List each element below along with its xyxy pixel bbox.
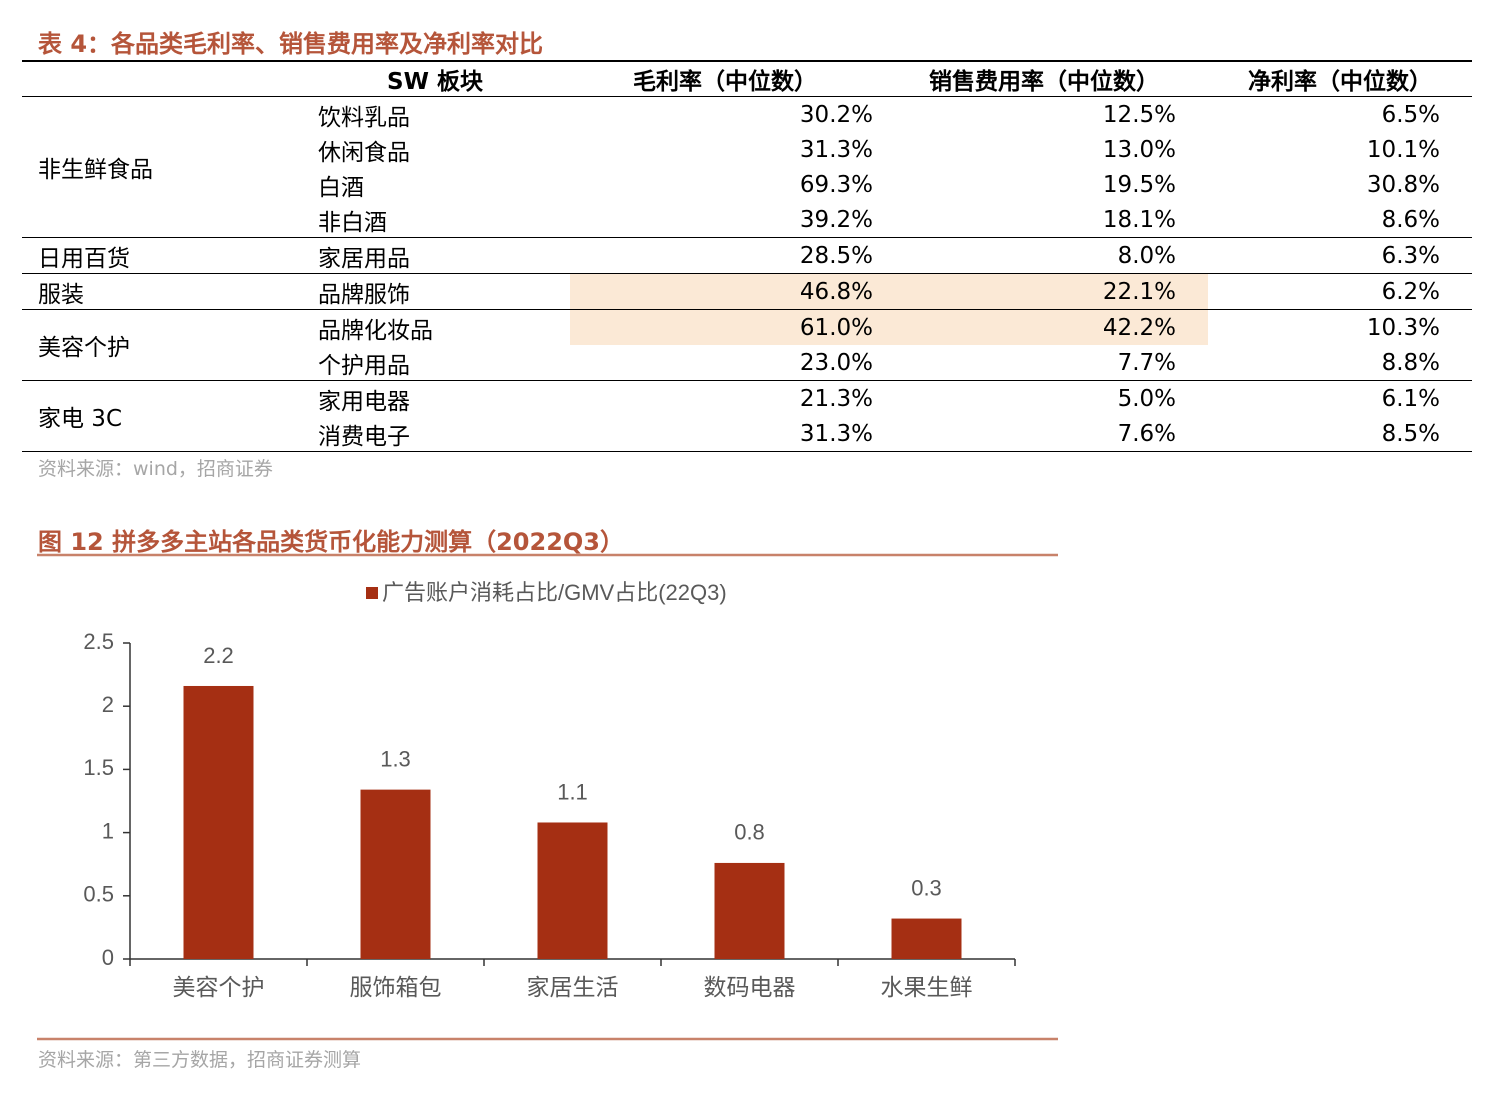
category-cell: 非白酒 bbox=[300, 202, 570, 238]
value-cell: 8.6% bbox=[1208, 202, 1472, 238]
value-cell: 39.2% bbox=[570, 202, 880, 238]
value-cell: 30.2% bbox=[799, 101, 873, 128]
value-cell: 13.0% bbox=[1102, 136, 1176, 163]
value-cell: 18.1% bbox=[880, 202, 1208, 238]
value-cell: 61.0% bbox=[570, 309, 880, 345]
value-cell: 19.5% bbox=[1102, 171, 1176, 198]
bar bbox=[360, 789, 431, 959]
value-cell: 23.0% bbox=[570, 345, 880, 381]
table-row: 非生鲜食品 饮料乳品 30.2% 12.5% 6.5% bbox=[22, 96, 1472, 238]
y-tick-label: 1 bbox=[102, 818, 114, 843]
value-cell: 7.6% bbox=[880, 416, 1208, 452]
value-cell: 30.8% bbox=[1366, 171, 1440, 198]
category-cell: 白酒 bbox=[318, 174, 364, 201]
bar bbox=[537, 822, 608, 959]
value-cell: 12.5% bbox=[1102, 101, 1176, 128]
value-cell: 10.3% bbox=[1366, 314, 1440, 341]
header-cell: 净利率（中位数） bbox=[1208, 60, 1472, 97]
group-cell: 非生鲜食品 bbox=[22, 96, 300, 238]
value-label: 0.8 bbox=[734, 820, 765, 845]
value-cell: 69.3% bbox=[799, 171, 873, 198]
value-cell: 42.2% bbox=[880, 309, 1208, 345]
table-row: 非白酒 39.2% 18.1% 8.6% bbox=[22, 202, 1472, 238]
category-cell: 饮料乳品 bbox=[318, 104, 410, 131]
value-cell: 31.3% bbox=[570, 416, 880, 452]
category-cell: 休闲食品 bbox=[318, 139, 410, 166]
value-cell: 8.8% bbox=[1208, 345, 1472, 381]
value-cell: 6.2% bbox=[1208, 273, 1472, 310]
value-cell: 22.1% bbox=[880, 273, 1208, 310]
x-tick-label: 家居生活 bbox=[527, 974, 619, 1000]
table-row: 个护用品 23.0% 7.7% 8.8% bbox=[22, 345, 1472, 381]
category-cell: 品牌化妆品 bbox=[318, 317, 433, 344]
value-cell: 28.5% bbox=[570, 237, 880, 274]
y-tick-label: 2.5 bbox=[83, 629, 114, 654]
group-cell: 日用百货 bbox=[22, 237, 300, 274]
table-row: 家电 3C 家用电器 21.3% 5.0% 6.1% bbox=[22, 380, 1472, 452]
header-cell: SW 板块 bbox=[300, 60, 570, 97]
value-label: 1.3 bbox=[380, 746, 411, 771]
table-row: 日用百货 家居用品 28.5% 8.0% 6.3% bbox=[22, 237, 1472, 274]
x-tick-label: 数码电器 bbox=[704, 974, 796, 1000]
header-cell: 毛利率（中位数） bbox=[570, 60, 880, 97]
category-cell: 家用电器 bbox=[318, 388, 410, 415]
header-cell bbox=[22, 60, 300, 97]
bar bbox=[714, 862, 785, 959]
value-cell: 8.5% bbox=[1208, 416, 1472, 452]
y-tick-label: 0 bbox=[102, 945, 114, 970]
y-tick-label: 2 bbox=[102, 692, 114, 717]
group-cell: 服装 bbox=[22, 273, 300, 310]
value-cell: 6.3% bbox=[1208, 237, 1472, 274]
y-tick-label: 0.5 bbox=[83, 882, 114, 907]
x-tick-label: 美容个护 bbox=[173, 974, 265, 1000]
bar bbox=[891, 918, 962, 959]
chart-title: 图 12 拼多多主站各品类货币化能力测算（2022Q3） bbox=[38, 528, 625, 556]
value-cell: 8.0% bbox=[880, 237, 1208, 274]
category-cell: 家居用品 bbox=[300, 237, 570, 274]
value-cell: 46.8% bbox=[570, 273, 880, 310]
chart-source: 资料来源：第三方数据，招商证券测算 bbox=[38, 1049, 362, 1071]
x-tick-label: 水果生鲜 bbox=[881, 974, 973, 1000]
value-cell: 31.3% bbox=[799, 136, 873, 163]
value-cell: 21.3% bbox=[799, 385, 873, 412]
value-cell: 6.1% bbox=[1381, 385, 1440, 412]
value-cell: 5.0% bbox=[1117, 385, 1176, 412]
value-cell: 7.7% bbox=[880, 345, 1208, 381]
group-cell: 美容个护 bbox=[22, 309, 300, 381]
legend-swatch bbox=[366, 587, 378, 599]
category-cell: 消费电子 bbox=[300, 416, 570, 452]
table-row: 美容个护 品牌化妆品 61.0% 42.2% 10.3% bbox=[22, 309, 1472, 381]
table-row: 休闲食品 31.3% 13.0% 10.1% bbox=[22, 132, 1472, 167]
header-row: SW 板块 毛利率（中位数） 销售费用率（中位数） 净利率（中位数） bbox=[22, 60, 1472, 97]
category-cell: 个护用品 bbox=[300, 345, 570, 381]
value-label: 1.1 bbox=[557, 779, 588, 804]
table-title: 表 4：各品类毛利率、销售费用率及净利率对比 bbox=[38, 30, 544, 58]
header-cell: 销售费用率（中位数） bbox=[880, 60, 1208, 97]
legend-label: 广告账户消耗占比/GMV占比(22Q3) bbox=[382, 580, 727, 605]
table-row: 白酒 69.3% 19.5% 30.8% bbox=[22, 167, 1472, 202]
table-source: 资料来源：wind，招商证券 bbox=[38, 458, 273, 480]
bar bbox=[183, 685, 254, 959]
value-label: 2.2 bbox=[203, 643, 234, 668]
data-table: SW 板块 毛利率（中位数） 销售费用率（中位数） 净利率（中位数） 非生鲜食品… bbox=[22, 60, 1472, 452]
category-cell: 品牌服饰 bbox=[300, 273, 570, 310]
table-row: 服装 品牌服饰 46.8% 22.1% 6.2% bbox=[22, 273, 1472, 310]
table-row: 消费电子 31.3% 7.6% 8.5% bbox=[22, 416, 1472, 452]
value-cell: 10.1% bbox=[1366, 136, 1440, 163]
value-label: 0.3 bbox=[911, 875, 942, 900]
group-cell: 家电 3C bbox=[22, 380, 300, 452]
y-tick-label: 1.5 bbox=[83, 755, 114, 780]
value-cell: 6.5% bbox=[1381, 101, 1440, 128]
x-tick-label: 服饰箱包 bbox=[350, 974, 442, 1000]
